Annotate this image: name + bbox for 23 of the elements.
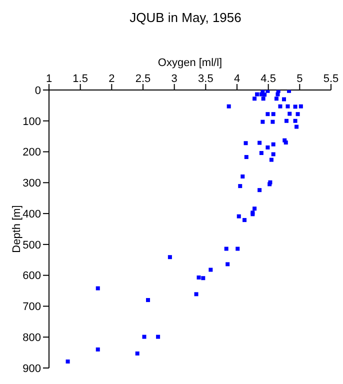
y-tick-label: 600 — [22, 270, 41, 282]
x-tick-label: 2 — [108, 73, 115, 85]
y-tick-label: 300 — [22, 178, 41, 190]
x-tick-label: 4.5 — [260, 73, 276, 85]
x-tick-label: 1.5 — [72, 73, 88, 85]
y-tick-label: 400 — [22, 208, 41, 220]
x-tick-label: 5.5 — [323, 73, 339, 85]
x-tick-label: 3.5 — [198, 73, 214, 85]
x-tick-label: 4 — [234, 73, 240, 85]
x-tick-label: 5 — [296, 73, 303, 85]
y-tick-label: 800 — [22, 332, 41, 344]
x-axis-title: Oxygen [ml/l] — [158, 56, 222, 69]
chart-title: JQUB in May, 1956 — [128, 9, 242, 27]
y-tick-label: 100 — [22, 116, 41, 128]
x-tick-label: 1 — [46, 73, 52, 85]
y-axis-title: Depth [m] — [10, 205, 23, 253]
y-tick-label: 500 — [22, 239, 41, 252]
x-tick-label: 2.5 — [135, 73, 151, 85]
y-tick-label: 900 — [22, 362, 41, 375]
y-tick-label: 0 — [34, 84, 41, 97]
x-tick-label: 3 — [171, 73, 178, 85]
y-tick-label: 700 — [22, 301, 41, 314]
y-tick-label: 200 — [22, 146, 41, 159]
